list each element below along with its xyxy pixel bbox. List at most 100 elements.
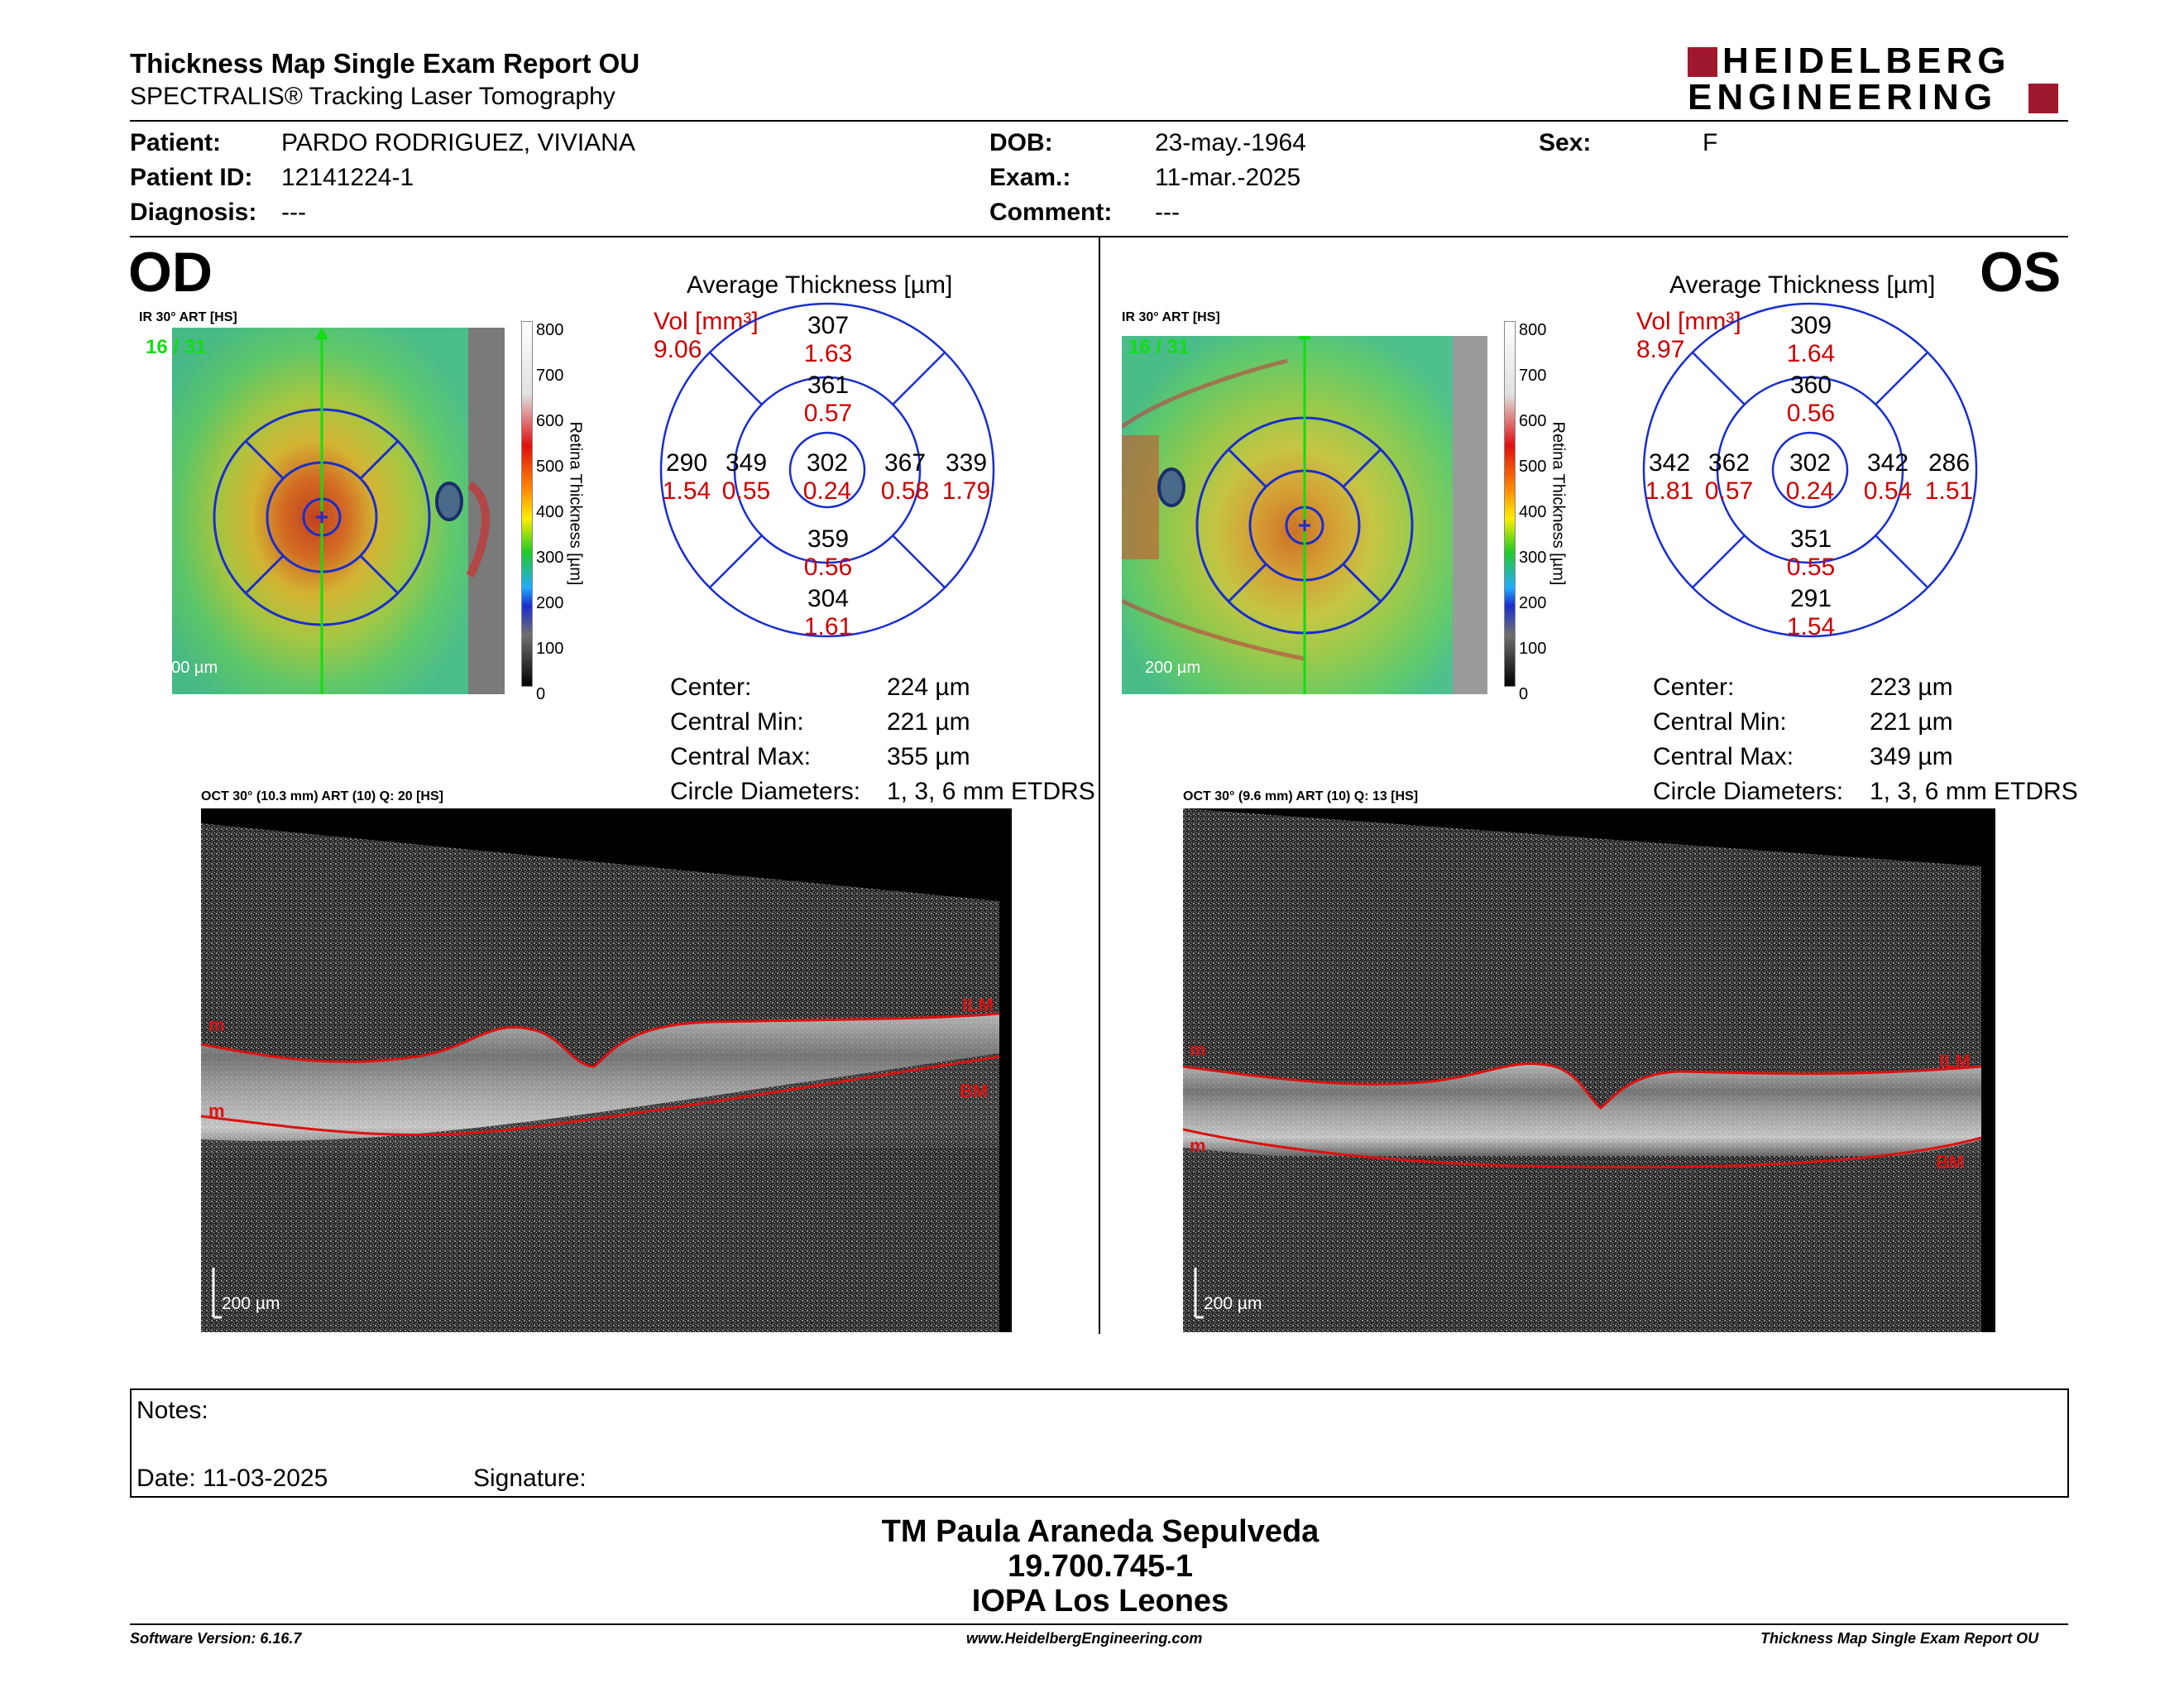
thickness-value: 290 — [665, 449, 708, 477]
footer-divider — [130, 1623, 2068, 1625]
map-scale-od: 200 µm — [162, 659, 218, 677]
stat-value: 221 µm — [887, 708, 970, 736]
sector-inner-nasal: 367 0.58 — [876, 449, 934, 506]
colorbar-tick: 700 — [536, 367, 564, 385]
colorbar-tick: 800 — [1519, 321, 1547, 339]
colorbar-tick: 300 — [536, 549, 564, 567]
exam-value: 11-mar.-2025 — [1155, 164, 1301, 191]
stat-value: 355 µm — [887, 743, 970, 770]
stat-label: Central Max: — [670, 743, 812, 770]
colorbar-tick: 700 — [1519, 367, 1547, 385]
thickness-value: 307 — [807, 312, 850, 339]
stat-row: Central Min: 221 µm — [670, 705, 1100, 740]
bm-label-os: BM — [1936, 1152, 1965, 1172]
sector-outer-temporal: 290 1.54 — [658, 449, 716, 506]
exam-label: Exam.: — [989, 164, 1071, 191]
colorbar-os — [1504, 321, 1516, 687]
volume-value: 0.57 — [1704, 477, 1754, 505]
volume-value: 1.51 — [1924, 477, 1974, 505]
patient-name: PARDO RODRIGUEZ, VIVIANA — [281, 129, 635, 156]
bm-m-label-od: m — [208, 1101, 225, 1121]
software-version: Software Version: 6.16.7 — [130, 1630, 302, 1647]
thickness-value: 342 — [1648, 449, 1691, 477]
patient-label: Patient: — [130, 129, 222, 156]
signer-name: TM Paula Araneda Sepulveda — [881, 1514, 1320, 1549]
stat-value: 224 µm — [887, 674, 970, 701]
colorbar-od — [521, 321, 533, 687]
colorbar-tick: 600 — [1519, 412, 1547, 430]
logo-red-square-top — [1688, 47, 1717, 77]
sector-inner-temporal: 349 0.55 — [717, 449, 775, 506]
thickness-value: 359 — [807, 525, 850, 553]
volume-value: 0.56 — [803, 554, 853, 581]
frame-indicator-od: 16 / 31 — [146, 336, 207, 358]
vol-label-od: Vol [mm³] — [654, 308, 759, 335]
volume-value: 1.81 — [1645, 477, 1694, 505]
colorbar-tick: 0 — [536, 685, 546, 703]
website-link[interactable]: www.HeidelbergEngineering.com — [966, 1630, 1203, 1647]
thickness-value: 309 — [1789, 312, 1832, 339]
colorbar-tick: 600 — [536, 412, 564, 430]
bm-label-od: BM — [960, 1081, 989, 1101]
dob-value: 23-may.-1964 — [1155, 129, 1306, 156]
colorbar-tick: 200 — [536, 594, 564, 612]
volume-value: 0.57 — [803, 400, 853, 427]
logo-text-line2: ENGINEERING — [1688, 77, 1998, 117]
report-subtitle: SPECTRALIS® Tracking Laser Tomography — [130, 83, 615, 110]
thickness-map-os — [1122, 328, 1487, 694]
sector-inner-nasal: 342 0.54 — [1859, 449, 1917, 506]
colorbar-ticks-os: 800 700 600 500 400 300 200 100 0 — [1519, 308, 1552, 703]
colorbar-tick: 500 — [536, 458, 564, 476]
oct-scan-od — [201, 808, 1012, 1332]
ilm-m-label-od: m — [208, 1014, 225, 1035]
map-scale-os: 200 µm — [1145, 659, 1201, 677]
avg-thickness-title-od: Average Thickness [µm] — [687, 271, 953, 299]
thickness-value: 304 — [807, 585, 850, 612]
notes-label: Notes: — [136, 1397, 208, 1424]
colorbar-tick: 400 — [536, 503, 564, 521]
footer-report-name: Thickness Map Single Exam Report OU — [1760, 1630, 2039, 1647]
stat-value: 223 µm — [1870, 674, 1953, 701]
stat-row: Center: 223 µm — [1653, 670, 2116, 705]
volume-value: 0.55 — [721, 477, 771, 505]
colorbar-tick: 300 — [1519, 549, 1547, 567]
notes-box[interactable]: Notes: Date: 11-03-2025 Signature: — [130, 1388, 2069, 1498]
signature-label: Signature: — [473, 1465, 587, 1492]
date-label: Date: 11-03-2025 — [136, 1465, 328, 1492]
stat-value: 221 µm — [1870, 708, 1953, 736]
etdrs-grid-os — [1642, 302, 1978, 638]
stats-od: Center: 224 µm Central Min: 221 µm Central… — [670, 670, 1100, 809]
header-divider — [130, 120, 2068, 122]
ilm-m-label-os: m — [1190, 1039, 1206, 1060]
stat-value: 1, 3, 6 mm ETDRS — [1870, 778, 2078, 805]
oct-caption-os: OCT 30° (9.6 mm) ART (10) Q: 13 [HS] — [1183, 789, 1419, 803]
volume-value: 0.55 — [1786, 554, 1836, 581]
colorbar-ticks-od: 800 700 600 500 400 300 200 100 0 — [536, 308, 569, 703]
stat-row: Circle Diameters: 1, 3, 6 mm ETDRS — [1653, 774, 2116, 809]
sector-outer-inferior: 291 1.54 — [1786, 585, 1836, 641]
logo-red-square-bottom — [2028, 84, 2058, 113]
stat-label: Circle Diameters: — [1653, 778, 1844, 805]
colorbar-tick: 800 — [536, 321, 564, 339]
volume-value: 0.54 — [1863, 477, 1913, 505]
sector-center: 302 0.24 — [1781, 449, 1839, 506]
diagnosis-value: --- — [281, 199, 306, 226]
sector-inner-superior: 360 0.56 — [1786, 372, 1836, 428]
stat-label: Circle Diameters: — [670, 778, 861, 805]
thickness-value: 349 — [725, 449, 768, 477]
report-title: Thickness Map Single Exam Report OU — [130, 48, 640, 79]
sector-inner-inferior: 359 0.56 — [803, 525, 853, 582]
stat-value: 349 µm — [1870, 743, 1953, 770]
colorbar-tick: 100 — [1519, 640, 1547, 658]
center-divider — [1099, 237, 1100, 1334]
comment-label: Comment: — [989, 199, 1113, 226]
patient-id-label: Patient ID: — [130, 164, 253, 191]
oct-caption-od: OCT 30° (10.3 mm) ART (10) Q: 20 [HS] — [201, 789, 443, 803]
ilm-label-od: ILM — [962, 995, 994, 1015]
thickness-value: 362 — [1707, 449, 1751, 477]
sex-label: Sex: — [1539, 129, 1592, 156]
thickness-value: 286 — [1928, 449, 1971, 477]
eye-label-os: OS — [1980, 241, 2062, 304]
sector-inner-superior: 361 0.57 — [803, 372, 853, 428]
dob-label: DOB: — [989, 129, 1053, 156]
